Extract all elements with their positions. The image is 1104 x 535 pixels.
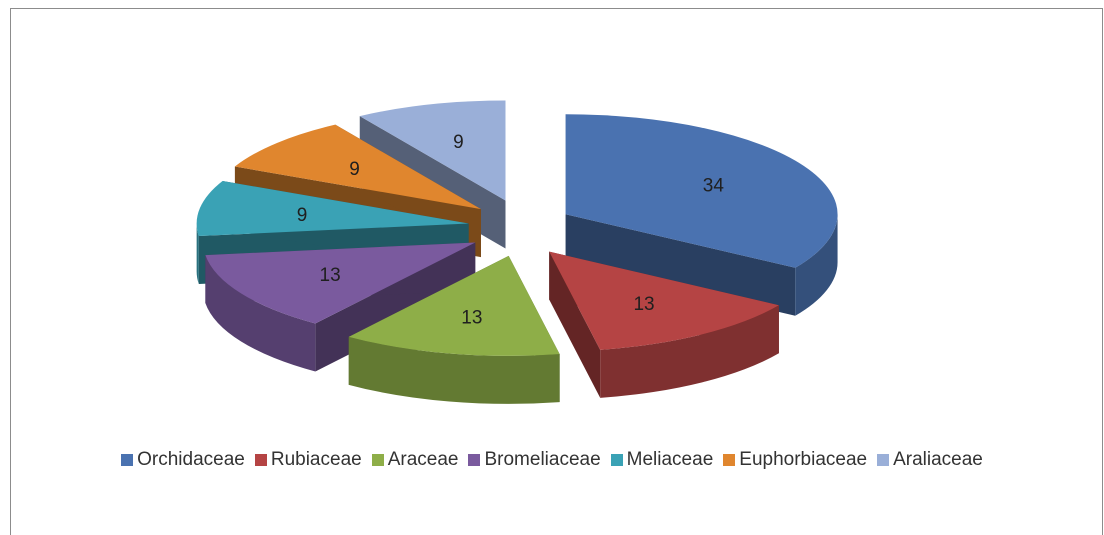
slice-rim [795, 214, 838, 316]
pie-slice-orchidaceae [565, 114, 838, 316]
legend-label: Rubiaceae [270, 449, 362, 470]
legend-swatch [877, 454, 890, 466]
slice-top [234, 124, 481, 210]
legend-item-araceae: Araceae [371, 449, 459, 471]
data-label-meliaceae: 9 [297, 205, 308, 226]
slice-rim [196, 223, 199, 285]
pie-slice-araceae [348, 255, 560, 404]
legend-item-rubiaceae: Rubiaceae [254, 449, 362, 471]
legend-swatch [121, 454, 134, 466]
slice-side-1 [549, 251, 601, 398]
data-label-rubiaceae: 13 [633, 294, 654, 315]
pie-slice-bromeliaceae [205, 242, 476, 372]
legend-label: Orchidaceae [137, 449, 245, 470]
slice-rim [600, 305, 779, 398]
data-label-araceae: 13 [461, 307, 482, 328]
legend-item-araliaceae: Araliaceae [877, 449, 983, 471]
legend-label: Euphorbiaceae [739, 449, 868, 470]
legend-label: Araceae [387, 449, 459, 470]
legend-swatch [254, 454, 267, 466]
data-label-euphorbiaceae: 9 [349, 159, 360, 180]
slice-top [348, 255, 560, 356]
slice-top [205, 242, 476, 324]
legend-swatch [371, 454, 384, 466]
slice-side-1 [565, 214, 796, 316]
slice-top [549, 251, 779, 350]
legend-item-bromeliaceae: Bromeliaceae [468, 449, 601, 471]
slice-rim [348, 336, 560, 404]
legend: Orchidaceae Rubiaceae Araceae Bromeliaceae M… [0, 449, 1104, 471]
legend-label: Araliaceae [893, 449, 983, 470]
slice-top [196, 180, 469, 237]
data-label-araliaceae: 9 [453, 132, 464, 153]
slice-rim [205, 255, 316, 372]
legend-item-euphorbiaceae: Euphorbiaceae [723, 449, 867, 471]
legend-label: Bromeliaceae [484, 449, 601, 470]
legend-swatch [610, 454, 623, 466]
pie-slice-rubiaceae [549, 251, 779, 398]
slice-top [359, 100, 506, 201]
data-label-bromeliaceae: 13 [320, 265, 341, 286]
legend-item-orchidaceae: Orchidaceae [121, 449, 245, 471]
legend-item-meliaceae: Meliaceae [610, 449, 714, 471]
legend-swatch [723, 454, 736, 466]
legend-swatch [468, 454, 481, 466]
pie-chart: 34 13 13 13 9 9 9 [196, 100, 838, 404]
slice-top [565, 114, 838, 268]
data-label-orchidaceae: 34 [703, 175, 725, 196]
legend-label: Meliaceae [626, 449, 714, 470]
